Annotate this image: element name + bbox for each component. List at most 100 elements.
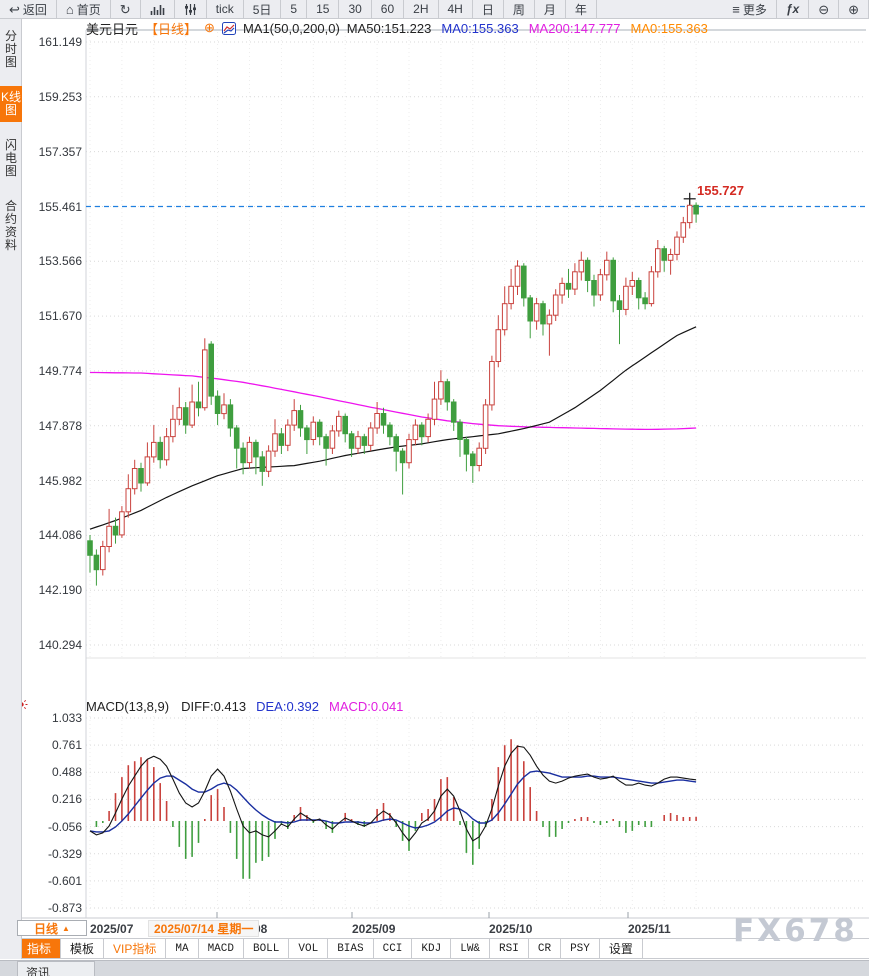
period-5day-button-label: 5日: [252, 2, 272, 17]
x-axis-label: 2025/09: [352, 922, 396, 936]
tab-psy[interactable]: PSY: [561, 939, 600, 958]
sidebar-tab-kline-chart[interactable]: K线图: [0, 86, 22, 122]
period-4h-button[interactable]: 4H: [439, 0, 473, 18]
main-y-axis-label: 155.461: [38, 199, 82, 214]
zoom-out-button[interactable]: ⊖: [809, 0, 840, 18]
period-5day-button[interactable]: 5日: [244, 0, 282, 18]
tab-bias[interactable]: BIAS: [328, 939, 374, 958]
macd-values: DIFF:0.413 DEA:0.392 MACD:0.041: [181, 699, 413, 714]
zoom-in-icon: ⊕: [848, 1, 859, 17]
period-30-button-label: 30: [348, 2, 362, 16]
macd-y-axis-label: -0.329: [47, 846, 82, 861]
tab-cci[interactable]: CCI: [374, 939, 413, 958]
last-high-price-label: 155.727: [697, 183, 744, 198]
macd-y-axis-label: -0.601: [47, 873, 82, 888]
symbol-name: 美元日元: [86, 21, 139, 37]
home-button-label: 首页: [76, 2, 101, 17]
macd-y-axis-label: 1.033: [51, 711, 82, 725]
period-tick-button-label: tick: [215, 2, 234, 16]
back-button-label: 返回: [22, 2, 47, 17]
period-week-button-label: 周: [512, 2, 525, 17]
macd-value-1: DEA:0.392: [256, 699, 319, 714]
macd-y-axis-label: 0.488: [51, 765, 82, 780]
ma-value-0: MA50:151.223: [346, 20, 432, 36]
more-button-label: 更多: [742, 2, 767, 17]
period-month-button-label: 月: [543, 2, 556, 17]
period-selector-button[interactable]: 日线 ▲: [17, 920, 87, 936]
period-tag: 【日线】: [145, 21, 198, 37]
tab-templates[interactable]: 模板: [61, 939, 105, 958]
ma-value-2: MA200:147.777: [528, 20, 621, 36]
chart-type-button[interactable]: [141, 0, 175, 18]
macd-y-axis-label: -0.056: [47, 819, 82, 834]
tab-vip-indicators[interactable]: VIP指标: [104, 939, 167, 958]
back-button[interactable]: ↩ 返回: [0, 0, 57, 18]
period-5-button[interactable]: 5: [281, 0, 308, 18]
home-button[interactable]: ⌂ 首页: [57, 0, 111, 18]
main-y-axis-label: 159.253: [38, 89, 82, 104]
tab-vol[interactable]: VOL: [289, 939, 329, 958]
main-y-axis-label: 144.086: [38, 528, 82, 543]
tab-lw[interactable]: LW&: [451, 939, 491, 958]
add-symbol-icon[interactable]: ⊕: [204, 20, 215, 35]
sidebar-tab-contract-info[interactable]: 合约资料: [4, 199, 17, 252]
back-arrow-icon: ↩: [9, 1, 20, 17]
news-tab[interactable]: 资讯: [17, 961, 95, 976]
main-y-axis-label: 147.878: [38, 418, 82, 433]
tab-rsi[interactable]: RSI: [490, 939, 529, 958]
period-day-button[interactable]: 日: [473, 0, 504, 18]
menu-icon: ≡: [732, 1, 740, 17]
period-tick-button[interactable]: tick: [207, 0, 244, 18]
tab-cr[interactable]: CR: [529, 939, 562, 958]
tab-settings[interactable]: 设置: [600, 939, 643, 958]
main-y-axis-label: 140.294: [38, 638, 82, 652]
chart-header: 美元日元 【日线】 ⊕ MA1(50,0,200,0) MA50:151.223…: [86, 20, 718, 37]
main-y-axis-label: 153.566: [38, 254, 82, 269]
period-month-button[interactable]: 月: [535, 0, 566, 18]
fx-icon: ƒx: [785, 2, 800, 16]
tab-macd[interactable]: MACD: [199, 939, 244, 958]
macd-value-0: DIFF:0.413: [181, 699, 247, 714]
home-icon: ⌂: [65, 1, 74, 17]
tab-ma[interactable]: MA: [166, 939, 199, 958]
crosshair-date-label: 2025/07/14 星期一: [148, 920, 260, 937]
tab-kdj[interactable]: KDJ: [412, 939, 452, 958]
main-y-axis-label: 157.357: [38, 144, 82, 159]
period-4h-button-label: 4H: [447, 2, 463, 16]
period-2h-button[interactable]: 2H: [404, 0, 439, 18]
macd-y-axis-label: 0.761: [51, 738, 82, 753]
period-60-button[interactable]: 60: [372, 0, 405, 18]
main-y-axis-label: 149.774: [38, 363, 82, 378]
period-year-button-label: 年: [574, 2, 587, 17]
indicator-sliders-button[interactable]: [175, 0, 207, 18]
period-30-button[interactable]: 30: [339, 0, 372, 18]
period-15-button[interactable]: 15: [307, 0, 340, 18]
period-15-button-label: 15: [316, 2, 330, 16]
bottom-strip: 资讯: [0, 960, 869, 976]
fx-button[interactable]: ƒx: [777, 0, 810, 18]
period-5-button-label: 5: [290, 2, 298, 16]
main-y-axis-label: 151.670: [38, 309, 82, 324]
indicator-toolbar: 指标 模板 VIP指标 MA MACD BOLL VOL BIAS CCI KDJ LW& RSI CR…: [0, 938, 869, 959]
period-60-button-label: 60: [380, 2, 395, 16]
macd-header: MACD(13,8,9) DIFF:0.413 DEA:0.392 MACD:0.0…: [86, 699, 413, 714]
tab-indicators[interactable]: 指标: [17, 939, 62, 958]
tab-boll[interactable]: BOLL: [244, 939, 290, 958]
more-button[interactable]: ≡ 更多: [723, 0, 777, 18]
ma-value-3: MA0:155.363: [630, 20, 708, 36]
zoom-out-icon: ⊖: [818, 1, 830, 17]
main-y-axis-label: 145.982: [38, 473, 82, 488]
refresh-button[interactable]: ↻: [111, 0, 141, 18]
sidebar-tab-lightning-chart[interactable]: 闪电图: [4, 138, 17, 178]
period-year-button[interactable]: 年: [566, 0, 597, 18]
period-week-button[interactable]: 周: [504, 0, 535, 18]
sidebar-tab-time-chart[interactable]: 分时图: [4, 29, 17, 69]
chevron-up-icon: ▲: [62, 923, 70, 933]
zoom-in-button[interactable]: ⊕: [839, 0, 869, 18]
left-sidebar: 分时图 K线图闪电图合约资料: [0, 19, 22, 959]
mini-chart-icon[interactable]: [221, 21, 236, 35]
main-y-axis-label: 161.149: [38, 35, 82, 49]
x-axis-label: 2025/07: [90, 922, 134, 936]
period-selector-label: 日线: [34, 921, 59, 936]
